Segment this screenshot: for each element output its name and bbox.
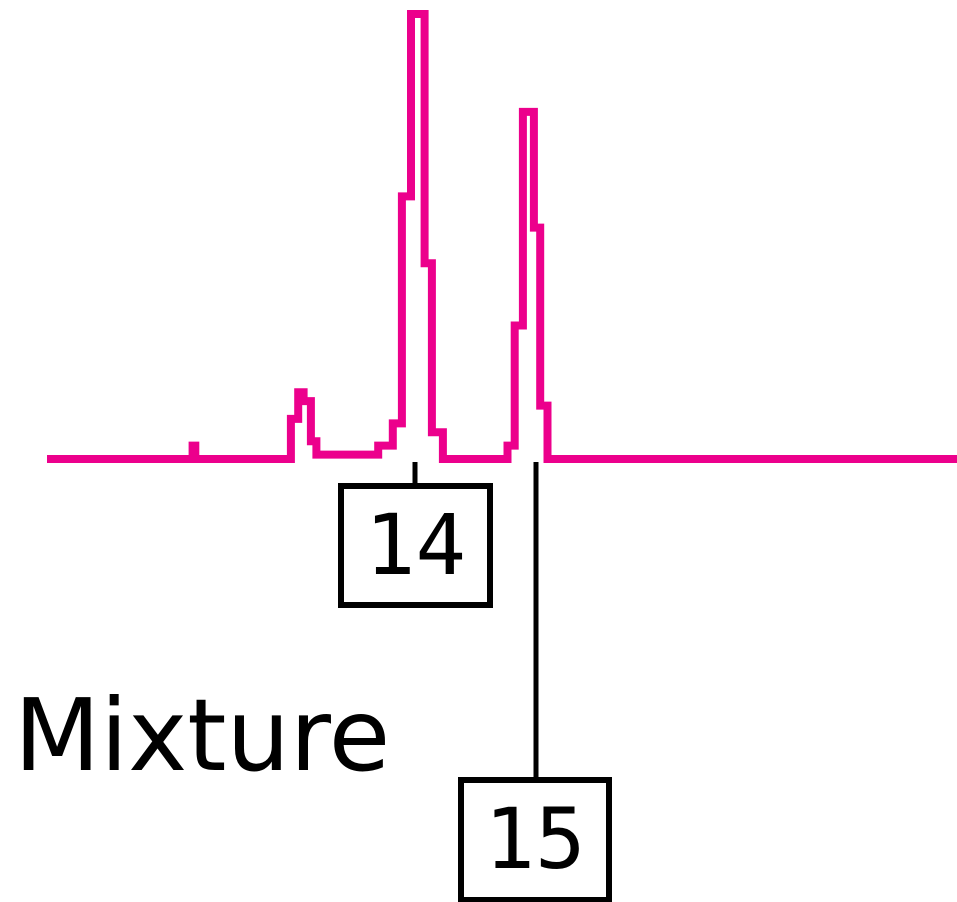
- peak-label-14-text: 14: [365, 496, 466, 594]
- sample-caption: Mixture: [14, 677, 391, 794]
- peak-label-15: 15: [458, 462, 612, 902]
- peak-label-15-text: 15: [484, 790, 585, 888]
- peak-label-15-box: [458, 777, 612, 902]
- chromatogram-trace-0: [47, 10, 957, 463]
- peak-label-14-box: [338, 483, 493, 608]
- peak-labels-layer: 14 15: [338, 462, 612, 902]
- peak-label-14: 14: [338, 462, 493, 608]
- trace-layer: [47, 10, 957, 463]
